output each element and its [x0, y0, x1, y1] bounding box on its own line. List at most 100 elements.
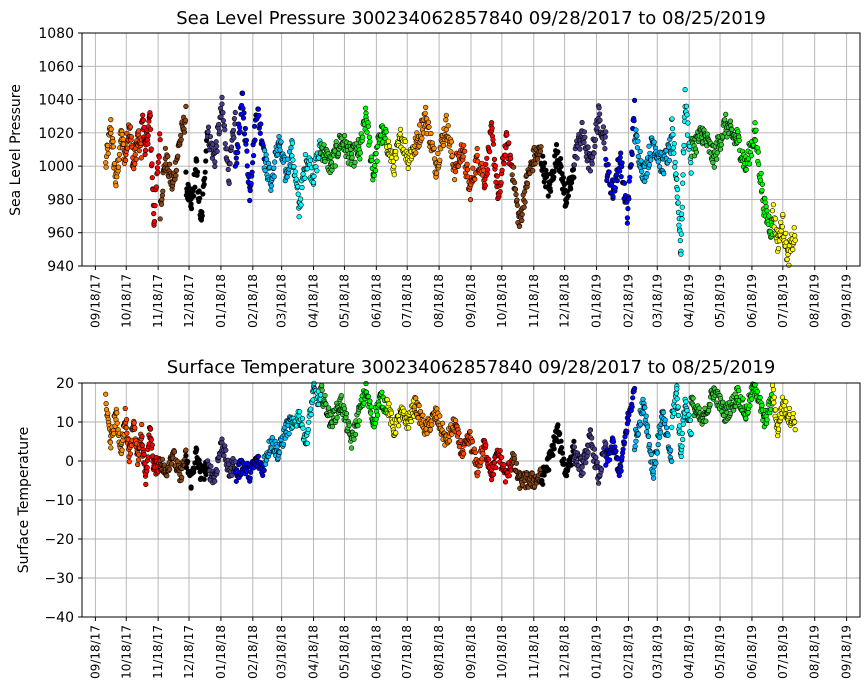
data-point	[585, 144, 591, 150]
x-tick-label: 08/18/19	[808, 625, 822, 679]
data-point	[720, 399, 726, 405]
data-point	[779, 394, 786, 400]
data-point	[406, 425, 412, 431]
data-point	[247, 197, 253, 204]
data-point	[383, 129, 389, 135]
data-point	[296, 214, 302, 220]
data-point	[646, 441, 653, 448]
data-point	[356, 418, 362, 424]
data-point	[585, 449, 591, 456]
data-point	[631, 97, 638, 103]
data-point	[431, 145, 437, 151]
data-point	[448, 139, 455, 145]
series-points	[411, 394, 459, 448]
data-point	[413, 150, 419, 156]
series-points	[603, 385, 638, 479]
data-point	[718, 142, 725, 148]
data-point	[411, 404, 418, 410]
data-point	[385, 138, 392, 144]
data-point	[580, 470, 586, 476]
data-point	[443, 117, 449, 123]
series-points	[733, 120, 776, 240]
data-point	[304, 440, 310, 446]
data-point	[646, 162, 653, 168]
data-point	[677, 238, 683, 244]
data-point	[183, 103, 189, 109]
data-point	[597, 117, 603, 123]
data-point	[297, 409, 303, 415]
data-point	[783, 399, 789, 405]
data-point	[736, 137, 742, 143]
data-point	[131, 166, 137, 172]
data-point	[141, 452, 147, 458]
data-point	[596, 111, 603, 117]
data-point	[194, 446, 200, 453]
data-point	[671, 410, 677, 416]
data-point	[678, 251, 684, 257]
data-point	[453, 169, 459, 175]
data-point	[509, 172, 515, 178]
surface-temperature-chart: Surface Temperature 300234062857840 09/2…	[16, 357, 861, 679]
data-point	[241, 110, 247, 116]
data-point	[390, 158, 396, 164]
data-point	[546, 467, 552, 473]
data-point	[185, 458, 191, 465]
data-point	[467, 429, 473, 435]
data-point	[592, 137, 599, 143]
data-point	[651, 139, 657, 145]
data-point	[322, 158, 328, 165]
data-point	[199, 213, 205, 219]
data-point	[637, 148, 643, 155]
data-point	[605, 161, 611, 168]
data-point	[148, 437, 154, 443]
data-point	[688, 170, 694, 176]
data-point	[151, 218, 158, 225]
data-point	[217, 128, 223, 134]
data-point	[247, 475, 253, 481]
series-points	[571, 427, 609, 486]
series-points	[356, 105, 390, 183]
data-point	[666, 144, 672, 150]
data-point	[256, 112, 262, 119]
x-tick-label: 07/18/19	[776, 625, 790, 679]
y-tick-label: −40	[44, 610, 74, 626]
data-point	[633, 127, 639, 133]
data-point	[571, 162, 578, 168]
x-tick-label: 10/18/18	[495, 274, 509, 328]
data-point	[475, 469, 481, 475]
data-point	[519, 217, 525, 224]
data-point	[149, 161, 155, 167]
data-point	[408, 418, 414, 425]
data-point	[264, 156, 270, 162]
data-point	[502, 479, 509, 485]
x-tick-label: 12/18/17	[182, 625, 196, 679]
data-point	[660, 409, 666, 416]
data-point	[384, 397, 390, 403]
data-point	[630, 395, 636, 401]
data-point	[778, 415, 784, 421]
data-point	[594, 125, 600, 131]
x-tick-label: 09/18/17	[88, 274, 102, 328]
data-point	[684, 407, 690, 414]
data-point	[212, 163, 218, 169]
x-tick-label: 06/18/18	[369, 625, 383, 679]
x-tick-label: 10/18/17	[119, 625, 133, 679]
data-point	[506, 140, 512, 146]
data-point	[375, 412, 381, 418]
data-point	[230, 127, 236, 133]
data-point	[678, 231, 684, 237]
data-point	[521, 204, 527, 210]
data-point	[456, 430, 462, 436]
data-point	[165, 153, 171, 159]
data-point	[674, 187, 681, 193]
data-point	[194, 158, 200, 164]
data-point	[255, 453, 262, 459]
data-point	[592, 143, 598, 149]
data-point	[656, 434, 663, 440]
data-point	[763, 203, 769, 210]
data-point	[262, 167, 268, 174]
data-point	[714, 150, 720, 156]
series-points	[733, 381, 776, 430]
data-point	[145, 133, 151, 139]
chart-title: Surface Temperature 300234062857840 09/2…	[167, 357, 776, 378]
